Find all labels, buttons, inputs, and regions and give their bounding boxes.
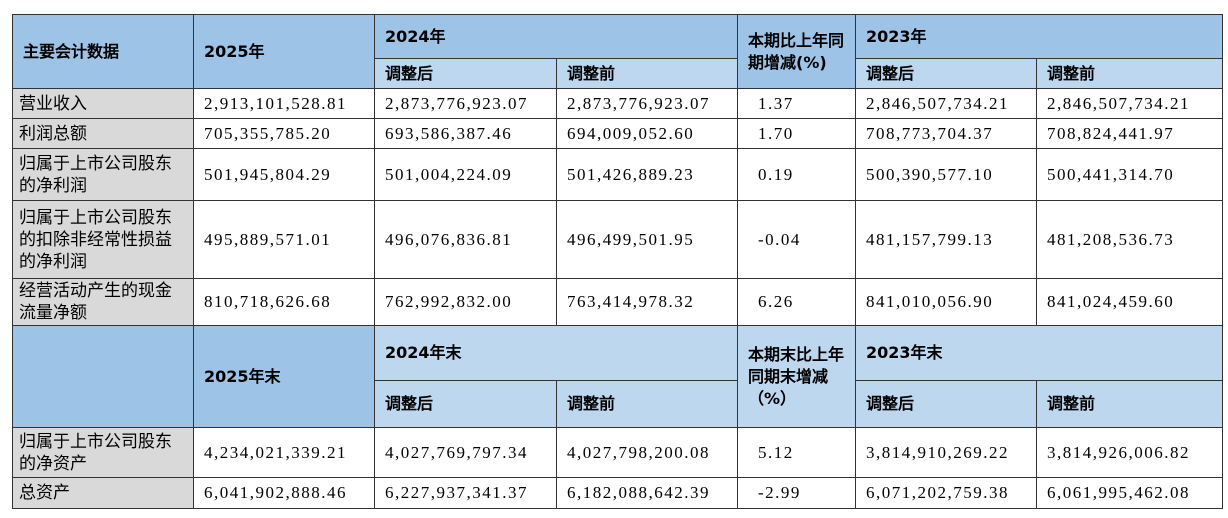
table-cell: -0.04: [737, 200, 857, 279]
table-cell: 3,814,910,269.22: [855, 427, 1038, 478]
table-row: 总资产 6,041,902,888.46 6,227,937,341.37 6,182…: [12, 477, 1224, 509]
table-cell: 调整前: [1036, 380, 1224, 428]
table-cell: 归属于上市公司股东的净利润: [12, 148, 194, 201]
header-cell: 2025年: [193, 14, 375, 89]
table-cell: 2024年末: [373, 325, 739, 381]
table-cell: 2,873,776,923.07: [374, 88, 557, 119]
table-cell: -2.99: [737, 477, 857, 509]
table-cell: 6,061,995,462.08: [1036, 477, 1224, 509]
table-cell: 2,873,776,923.07: [555, 88, 739, 119]
table-cell: 1.37: [737, 88, 857, 119]
table-cell: 495,889,571.01: [193, 200, 375, 279]
header-row: 调整后 调整前 调整后 调整前: [13, 380, 1224, 428]
table-cell: 481,208,536.73: [1036, 200, 1224, 279]
table-cell: 利润总额: [12, 118, 194, 149]
table-cell: 本期末比上年同期末增减（%）: [737, 325, 857, 428]
table-cell: 501,004,224.09: [374, 148, 557, 201]
header-row: 2025年末 2024年末 本期末比上年同期末增减（%） 2023年末: [12, 325, 1224, 428]
table-cell: 归属于上市公司股东的扣除非经常性损益的净利润: [12, 200, 194, 279]
table-cell: 3,814,926,006.82: [1036, 427, 1224, 478]
table-cell: 调整前: [555, 380, 739, 428]
table-cell: 6.26: [737, 278, 857, 326]
table-cell: 708,773,704.37: [855, 118, 1038, 149]
table-cell: 6,071,202,759.38: [855, 477, 1038, 509]
subheader-cell: 调整后: [374, 58, 557, 89]
table-cell: 总资产: [12, 477, 194, 509]
table-cell: 营业收入: [12, 88, 194, 119]
table-row: 归属于上市公司股东的扣除非经常性损益的净利润 495,889,571.01 496,…: [12, 200, 1224, 279]
table-cell: 500,441,314.70: [1036, 148, 1224, 201]
table-row: 经营活动产生的现金流量净额 810,718,626.68 762,992,832.0…: [12, 278, 1224, 326]
table-cell: 708,824,441.97: [1036, 118, 1224, 149]
table-cell: 2,913,101,528.81: [193, 88, 375, 119]
table-cell: 2025年末: [193, 325, 375, 428]
table-row: 归属于上市公司股东的净资产 4,234,021,339.21 4,027,769,7…: [12, 427, 1224, 478]
financial-table: 主要会计数据 2025年 2024年 本期比上年同期增减(%) 2023年 调整后 调整前…: [12, 14, 1224, 509]
table-cell: 500,390,577.10: [855, 148, 1038, 201]
table-cell: 2023年末: [855, 325, 1224, 381]
table-cell: 496,076,836.81: [374, 200, 557, 279]
table-cell: 496,499,501.95: [555, 200, 739, 279]
table-cell: 693,586,387.46: [374, 118, 557, 149]
table-cell: 694,009,052.60: [555, 118, 739, 149]
table-cell: 2,846,507,734.21: [855, 88, 1038, 119]
header-cell: 主要会计数据: [12, 14, 194, 89]
table-cell: 5.12: [737, 427, 857, 478]
table-cell: 0.19: [737, 148, 857, 201]
table-cell: 501,426,889.23: [555, 148, 739, 201]
table-cell: 1.70: [737, 118, 857, 149]
table-cell: 调整后: [855, 380, 1038, 428]
table-cell: 2,846,507,734.21: [1036, 88, 1224, 119]
subheader-cell: 调整后: [855, 58, 1038, 89]
table-cell: 762,992,832.00: [374, 278, 557, 326]
table-cell: 501,945,804.29: [193, 148, 375, 201]
header-cell: 2023年: [855, 14, 1224, 59]
table-body: 主要会计数据 2025年 2024年 本期比上年同期增减(%) 2023年 调整后 调整前…: [12, 14, 1224, 509]
header-cell: 本期比上年同期增减(%): [737, 14, 857, 89]
table-cell: 4,234,021,339.21: [193, 427, 375, 478]
table-cell: 归属于上市公司股东的净资产: [12, 427, 194, 478]
table-cell: 763,414,978.32: [555, 278, 739, 326]
table-cell: 6,227,937,341.37: [374, 477, 557, 509]
table-cell: 705,355,785.20: [193, 118, 375, 149]
header-cell: [12, 325, 194, 428]
table-cell: 810,718,626.68: [193, 278, 375, 326]
table-cell: 481,157,799.13: [855, 200, 1038, 279]
table-cell: 6,041,902,888.46: [193, 477, 375, 509]
table-cell: 4,027,798,200.08: [555, 427, 739, 478]
subheader-cell: 调整前: [1036, 58, 1224, 89]
table-cell: 841,024,459.60: [1036, 278, 1224, 326]
table-cell: 经营活动产生的现金流量净额: [12, 278, 194, 326]
table-row: 营业收入 2,913,101,528.81 2,873,776,923.07 2,87…: [12, 88, 1224, 119]
table-cell: 调整后: [374, 380, 557, 428]
table-row: 利润总额 705,355,785.20 693,586,387.46 694,009,…: [12, 118, 1224, 149]
table-cell: 841,010,056.90: [855, 278, 1038, 326]
subheader-cell: 调整前: [555, 58, 739, 89]
table-row: 归属于上市公司股东的净利润 501,945,804.29 501,004,224.0…: [12, 148, 1224, 201]
header-cell: 2024年: [373, 14, 739, 59]
table-cell: 4,027,769,797.34: [374, 427, 557, 478]
table-cell: 6,182,088,642.39: [555, 477, 739, 509]
